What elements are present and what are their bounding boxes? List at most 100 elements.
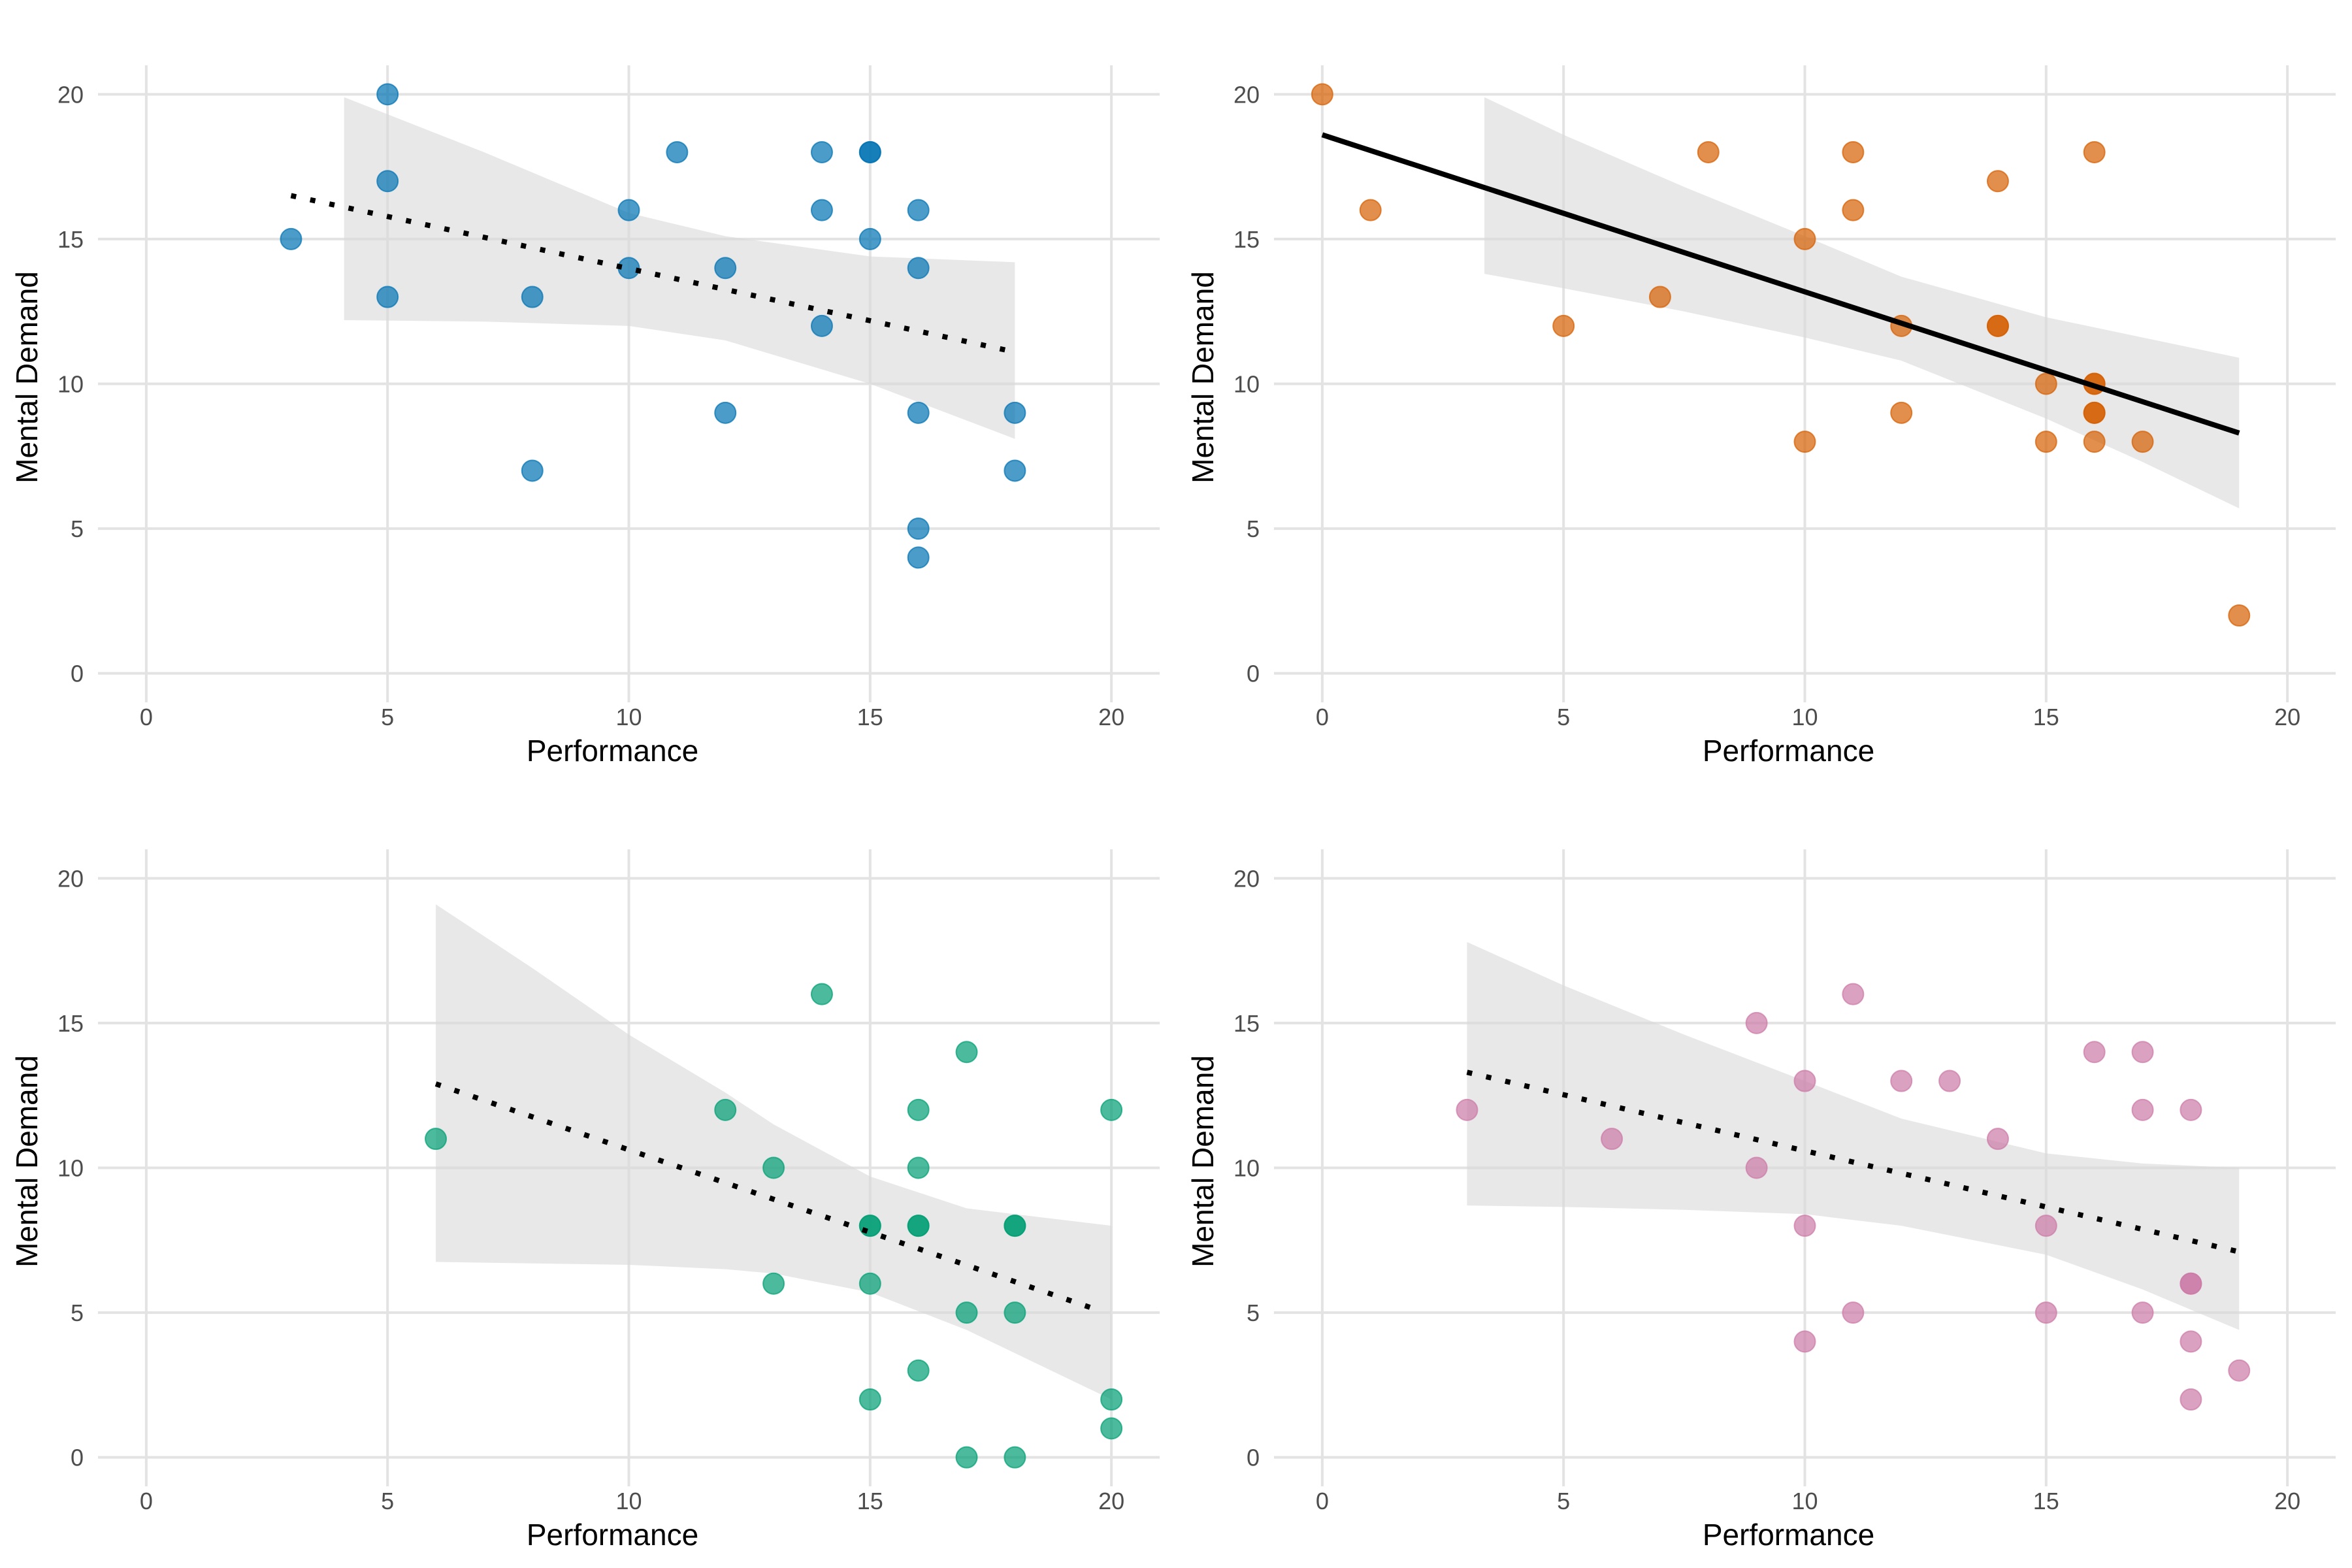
data-point — [1359, 199, 1382, 221]
y-tick-label: 20 — [57, 865, 84, 892]
y-tick-label: 0 — [1247, 661, 1260, 687]
x-tick-label: 20 — [1098, 704, 1124, 730]
y-tick-label: 20 — [57, 81, 84, 108]
x-axis-title: Performance — [527, 734, 698, 768]
y-axis-title: Mental Demand — [1186, 271, 1220, 483]
data-point — [810, 983, 833, 1005]
data-point — [907, 517, 930, 540]
data-points — [280, 83, 1026, 569]
x-axis-title: Performance — [1703, 1518, 1874, 1552]
x-tick-label: 20 — [2274, 704, 2300, 730]
data-point — [1601, 1128, 1624, 1151]
data-point — [2083, 401, 2106, 424]
data-point — [907, 257, 930, 280]
data-point — [858, 140, 881, 163]
data-point — [2034, 1301, 2057, 1324]
data-point — [955, 1041, 978, 1064]
data-point — [762, 1272, 785, 1295]
x-tick-label: 5 — [381, 1488, 394, 1514]
data-point — [858, 1272, 881, 1295]
data-point — [425, 1128, 448, 1151]
data-point — [2180, 1388, 2202, 1411]
y-tick-label: 5 — [1247, 515, 1260, 542]
x-tick-label: 10 — [1791, 1488, 1818, 1514]
data-point — [810, 314, 833, 337]
data-point — [1004, 1446, 1026, 1469]
x-tick-label: 5 — [1557, 1488, 1570, 1514]
data-point — [907, 199, 930, 221]
data-point — [1842, 983, 1865, 1005]
data-point — [1842, 199, 1865, 221]
y-tick-label: 10 — [1233, 371, 1260, 398]
y-tick-label: 5 — [71, 1299, 84, 1326]
data-point — [2083, 1041, 2106, 1064]
x-tick-label: 0 — [140, 704, 153, 730]
panel-4: 0 5 10 15 20 0 5 10 15 20 Performance Mental Demand — [1186, 849, 2336, 1552]
data-point — [907, 401, 930, 424]
x-tick-label: 15 — [857, 1488, 883, 1514]
y-tick-label: 15 — [57, 226, 84, 253]
data-point — [858, 1388, 881, 1411]
panel-1: 0 5 10 15 20 0 5 10 15 20 Performance Mental Demand — [10, 65, 1160, 768]
data-point — [1004, 1215, 1026, 1237]
y-tick-label: 20 — [1233, 81, 1260, 108]
data-point — [2131, 1098, 2154, 1121]
x-tick-label: 15 — [2033, 704, 2059, 730]
y-tick-label: 0 — [71, 1445, 84, 1471]
y-tick-label: 15 — [1233, 226, 1260, 253]
data-points — [425, 983, 1123, 1469]
x-tick-label: 10 — [615, 704, 642, 730]
data-point — [280, 227, 302, 250]
y-tick-label: 5 — [71, 515, 84, 542]
y-tick-label: 10 — [57, 1155, 84, 1182]
data-point — [1697, 140, 1720, 163]
data-point — [1100, 1098, 1123, 1121]
data-point — [907, 546, 930, 569]
data-point — [714, 401, 737, 424]
data-point — [1456, 1098, 1478, 1121]
data-point — [1648, 286, 1671, 308]
data-point — [1004, 401, 1026, 424]
data-point — [1842, 140, 1865, 163]
x-axis-title: Performance — [527, 1518, 698, 1552]
data-point — [2131, 431, 2154, 453]
data-point — [1311, 83, 1333, 106]
confidence-band — [344, 97, 1015, 439]
data-point — [617, 199, 640, 221]
y-tick-label: 20 — [1233, 865, 1260, 892]
x-tick-label: 20 — [2274, 1488, 2300, 1514]
data-point — [1938, 1070, 1961, 1092]
data-point — [907, 1359, 930, 1382]
y-tick-label: 5 — [1247, 1299, 1260, 1326]
x-tick-label: 0 — [1316, 1488, 1329, 1514]
data-point — [1793, 1070, 1816, 1092]
data-point — [1745, 1156, 1768, 1179]
data-point — [955, 1446, 978, 1469]
data-point — [376, 286, 399, 308]
data-point — [2083, 140, 2106, 163]
x-tick-label: 0 — [140, 1488, 153, 1514]
x-tick-label: 15 — [2033, 1488, 2059, 1514]
x-tick-label: 10 — [1791, 704, 1818, 730]
data-point — [955, 1301, 978, 1324]
data-point — [2034, 372, 2057, 395]
confidence-band — [1484, 97, 2240, 509]
data-point — [907, 1098, 930, 1121]
data-point — [2083, 431, 2106, 453]
data-point — [666, 140, 689, 163]
data-point — [810, 199, 833, 221]
data-point — [810, 140, 833, 163]
data-point — [1986, 1128, 2009, 1151]
data-point — [2228, 604, 2251, 627]
data-point — [2034, 1215, 2057, 1237]
data-point — [1890, 401, 1913, 424]
data-point — [1004, 459, 1026, 482]
trend-line — [1321, 132, 2240, 436]
y-tick-label: 15 — [1233, 1010, 1260, 1037]
data-point — [1793, 1215, 1816, 1237]
y-axis-title: Mental Demand — [1186, 1055, 1220, 1267]
data-point — [2180, 1098, 2202, 1121]
y-axis-title: Mental Demand — [10, 271, 44, 483]
data-point — [762, 1156, 785, 1179]
